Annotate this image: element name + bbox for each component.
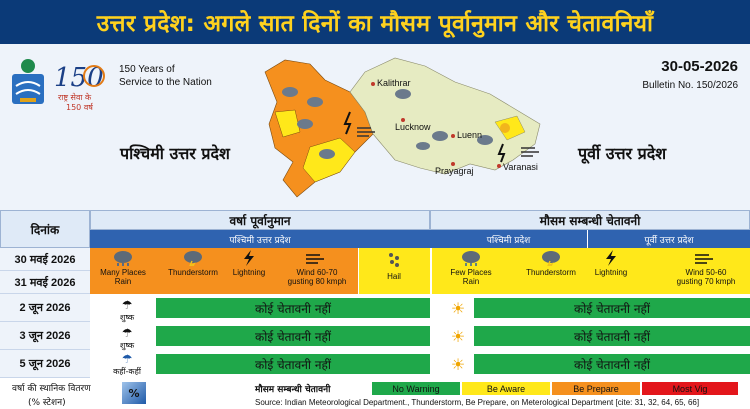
years-line-1: 150 Years of [119, 64, 175, 75]
east-rain-event: Few Places Rain [440, 250, 502, 286]
rain-cloud-icon [114, 251, 132, 266]
station-label: (% स्टेशन) [28, 398, 66, 408]
drizzle-icon: ☂ [121, 298, 133, 312]
drizzle-icon: ☂ [121, 326, 133, 340]
warn-subheader-west: पश्चिमी प्रदेश [430, 230, 588, 248]
percent-icon: % [122, 382, 146, 404]
up-forecast-map: Kalithrar Lucknow Luenn Prayagraj Varana… [264, 57, 541, 198]
svg-text:150 वर्ष: 150 वर्ष [66, 102, 94, 112]
thunderstorm-icon [542, 251, 560, 266]
rain-cloud-icon [462, 251, 480, 266]
lightning-icon [244, 250, 254, 266]
city-prayagraj: Prayagraj [435, 166, 474, 176]
svg-text:राष्ट्र सेवा के: राष्ट्र सेवा के [58, 92, 92, 102]
east-wind-event: Wind 50-60 gusting 70 kmph [664, 250, 748, 286]
lightning-icon [606, 250, 616, 266]
hail-icon [389, 253, 399, 267]
sun-icon: ☀ [450, 298, 466, 318]
east-thunderstorm-event: Thunderstorm [520, 250, 582, 277]
legend-be-aware: Be Aware [462, 382, 550, 395]
date-row-3: 2 जून 2026 [0, 294, 90, 322]
west-lightning-event: Lightning [224, 250, 274, 277]
city-kalithrar: Kalithrar [377, 78, 411, 88]
source-note: Source: Indian Meteorological Department… [255, 398, 700, 407]
legend-most-vigilant: Most Vig [642, 382, 738, 395]
east-lightning-event: Lightning [586, 250, 636, 277]
city-lucknow: Lucknow [395, 122, 431, 132]
date-row-1: 30 मवई 2026 [0, 248, 90, 271]
west-rain-event: Many Places Rain [92, 250, 154, 286]
svg-text:150: 150 [54, 63, 104, 93]
no-warning-east-row-3: कोई चेतावनी नहीं [474, 298, 750, 318]
forecast-table: दिनांक वर्षा पूर्वानुमान मौसम सम्बन्धी च… [0, 210, 750, 378]
east-region-title: पूर्वी उत्तर प्रदेश [578, 144, 667, 163]
sun-icon: ☀ [450, 354, 466, 374]
date-row-5: 5 जून 2026 [0, 350, 90, 378]
city-varanasi: Varanasi [503, 162, 538, 172]
date-header: दिनांक [0, 210, 90, 248]
rain-drop-icon: ☂ [121, 352, 133, 366]
bulletin-date: 30-05-2026 [661, 58, 738, 75]
warn-subheader-east: पूर्वी उत्तर प्रदेश [588, 230, 750, 248]
legend-title: मौसम सम्बन्धी चेतावनी [255, 385, 331, 395]
thunderstorm-icon [184, 251, 202, 266]
wind-icon [306, 254, 324, 264]
date-row-4: 3 जून 2026 [0, 322, 90, 350]
weather-warning-header: मौसम सम्बन्धी चेतावनी [430, 210, 750, 230]
dry-label-row-3: ☂ शुष्क [119, 298, 135, 322]
page-title: उत्तर प्रदेश: अगले सात दिनों का मौसम पूर… [0, 0, 750, 44]
hail-band [358, 248, 430, 294]
no-warning-west-row-5: कोई चेतावनी नहीं [156, 354, 430, 374]
sun-icon: ☀ [450, 326, 466, 346]
no-warning-west-row-4: कोई चेतावनी नहीं [156, 326, 430, 346]
city-luenn: Luenn [457, 130, 482, 140]
dry-label-row-4: ☂ शुष्क [119, 326, 135, 350]
wind-icon [695, 254, 713, 264]
150-years-logo-icon: 150 राष्ट्र सेवा के 150 वर्ष [54, 63, 105, 112]
bulletin-number: Bulletin No. 150/2026 [642, 80, 738, 91]
imd-emblem-icon [12, 59, 44, 104]
rain-forecast-header: वर्षा पूर्वानुमान [90, 210, 430, 230]
no-warning-east-row-5: कोई चेतावनी नहीं [474, 354, 750, 374]
legend-be-prepare: Be Prepare [552, 382, 640, 395]
dry-label-row-5: ☂ कहीं-कहीं [113, 352, 141, 376]
legend-no-warning: No Warning [372, 382, 460, 395]
no-warning-west-row-3: कोई चेतावनी नहीं [156, 298, 430, 318]
date-row-2: 31 मवई 2026 [0, 271, 90, 294]
rain-subheader: पश्चिमी उत्तर प्रदेश [90, 230, 430, 248]
distribution-label: वर्षा की स्थानिक वितरण [12, 384, 91, 394]
no-warning-east-row-4: कोई चेतावनी नहीं [474, 326, 750, 346]
west-region-title: पश्चिमी उत्तर प्रदेश [120, 144, 230, 163]
years-line-2: Service to the Nation [119, 77, 212, 88]
hail-event: Hail [362, 250, 426, 281]
west-thunderstorm-event: Thunderstorm [162, 250, 224, 277]
west-wind-event: Wind 60-70 gusting 80 kmph [276, 250, 358, 286]
